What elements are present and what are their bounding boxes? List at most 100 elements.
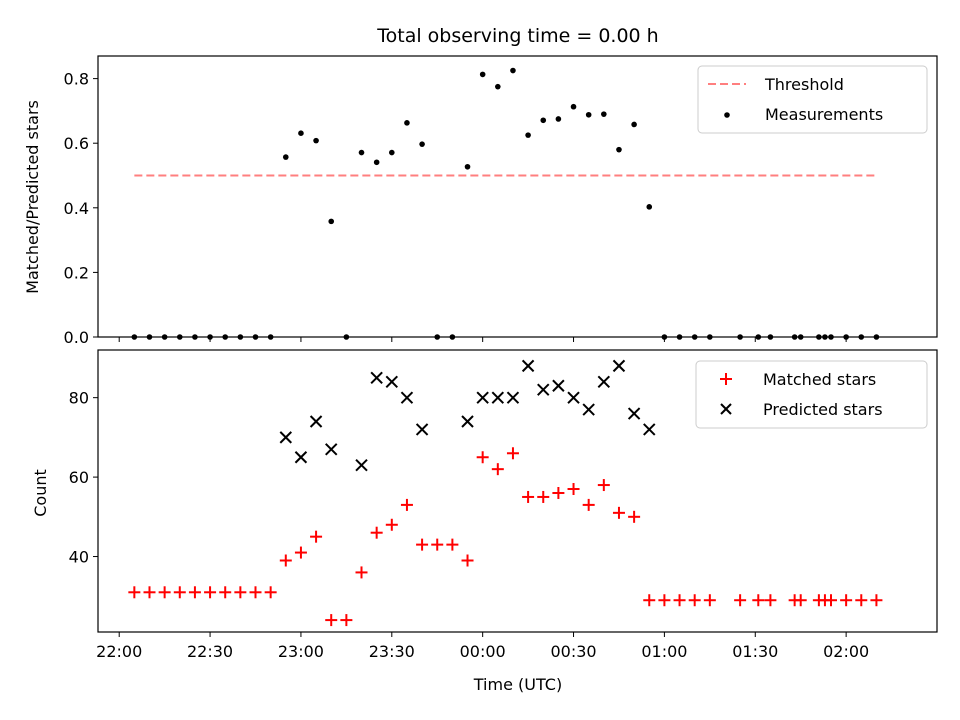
measurement-point <box>585 111 592 118</box>
top-legend: Threshold Measurements <box>697 65 928 134</box>
legend-measurements-label: Measurements <box>765 105 883 124</box>
top-y-tick-label: 0.6 <box>64 134 89 153</box>
matched-star-point <box>400 498 413 511</box>
matched-star-point <box>764 594 777 607</box>
matched-star-point <box>552 486 565 499</box>
matched-star-point <box>385 518 398 531</box>
matched-star-point <box>249 586 262 599</box>
bottom-y-tick-label: 80 <box>69 389 89 408</box>
x-tick-label: 23:30 <box>369 642 415 661</box>
measurement-point <box>616 146 622 153</box>
measurement-point <box>358 149 365 156</box>
legend-predicted-label: Predicted stars <box>763 400 883 419</box>
bottom-y-tick-label: 60 <box>69 468 89 487</box>
matched-star-point <box>234 586 247 599</box>
matched-star-point <box>143 586 156 599</box>
measurement-point <box>646 204 653 210</box>
matched-star-point <box>673 594 686 607</box>
measurement-point <box>495 83 501 90</box>
predicted-star-point <box>582 403 595 416</box>
predicted-star-point <box>355 458 368 472</box>
predicted-star-point <box>552 379 565 392</box>
legend-measurements-swatch <box>724 112 730 118</box>
predicted-star-point <box>491 391 505 404</box>
matched-star-point <box>219 586 232 599</box>
matched-star-point <box>567 483 580 496</box>
bottom-plot-panel: 40 60 80 22:00 22:30 23:00 23:30 00:00 00:30 01:… <box>31 349 938 694</box>
matched-star-point <box>310 530 323 543</box>
x-tick-label: 00:00 <box>460 642 506 661</box>
measurement-point <box>313 137 319 144</box>
matched-star-point <box>173 586 186 599</box>
predicted-star-point <box>309 415 323 428</box>
legend-threshold-label: Threshold <box>764 75 844 94</box>
matched-star-point <box>870 594 883 607</box>
measurement-point <box>298 130 304 136</box>
x-tick-label: 23:00 <box>278 642 324 661</box>
matched-star-point <box>355 566 368 579</box>
measurement-point <box>631 121 637 128</box>
measurement-point <box>464 163 471 170</box>
measurement-point <box>373 159 380 166</box>
x-tick-label: 22:00 <box>96 642 142 661</box>
measurement-point <box>540 117 547 124</box>
predicted-star-point <box>567 391 580 404</box>
matched-star-point <box>794 594 807 607</box>
predicted-star-point <box>325 443 338 456</box>
chart-title: Total observing time = 0.00 h <box>376 25 658 47</box>
bottom-y-axis-label: Count <box>31 469 50 517</box>
predicted-star-point <box>506 391 520 404</box>
x-tick-label: 22:30 <box>187 642 233 661</box>
matched-star-point <box>582 498 595 511</box>
matched-star-point <box>597 479 610 492</box>
matched-star-point <box>340 614 353 627</box>
matched-star-point <box>461 554 474 567</box>
measurement-point <box>419 141 425 147</box>
measurement-point <box>328 218 335 225</box>
predicted-star-point <box>385 375 399 388</box>
matched-star-point <box>294 546 307 559</box>
top-plot-frame <box>97 55 938 338</box>
matched-star-point <box>612 506 625 519</box>
matched-star-point <box>158 586 171 599</box>
x-tick-label: 01:30 <box>732 642 778 661</box>
top-plot-panel: 0.00.20.40.60.8 Matched/Predicted stars … <box>23 55 938 347</box>
top-y-tick-label: 0.8 <box>64 70 89 89</box>
matched-star-point <box>264 586 277 599</box>
predicted-star-point <box>537 383 550 396</box>
matched-star-point <box>325 614 338 627</box>
top-y-axis-label: Matched/Predicted stars <box>23 100 42 294</box>
matched-star-point <box>840 594 853 607</box>
predicted-star-point <box>279 431 292 444</box>
predicted-star-point <box>476 391 489 404</box>
matched-star-point <box>431 538 444 551</box>
bottom-legend-box <box>695 360 928 429</box>
legend-predicted-swatch <box>720 403 732 415</box>
matched-star-point <box>643 594 656 607</box>
predicted-star-point <box>521 359 535 373</box>
matched-star-point <box>204 586 217 599</box>
predicted-star-point <box>294 451 308 464</box>
matched-star-point <box>446 538 459 551</box>
measurement-point <box>570 103 577 110</box>
matched-star-point <box>188 586 201 599</box>
top-legend-box <box>697 65 928 134</box>
measurement-point <box>479 71 486 78</box>
matched-star-point <box>416 538 429 551</box>
matched-star-point <box>491 463 504 476</box>
predicted-star-point <box>627 407 641 420</box>
measurement-point <box>389 149 395 156</box>
predicted-star-point <box>597 375 611 388</box>
matched-star-point <box>537 490 550 503</box>
measurement-point <box>601 111 607 117</box>
legend-matched-swatch <box>720 373 732 385</box>
x-tick-label: 00:30 <box>550 642 596 661</box>
matched-star-point <box>658 594 671 607</box>
matched-star-point <box>628 510 641 523</box>
predicted-star-point <box>461 415 474 428</box>
measurement-point <box>404 120 410 126</box>
matched-star-point <box>279 554 292 567</box>
matched-star-point <box>476 451 489 464</box>
predicted-star-point <box>370 371 383 385</box>
